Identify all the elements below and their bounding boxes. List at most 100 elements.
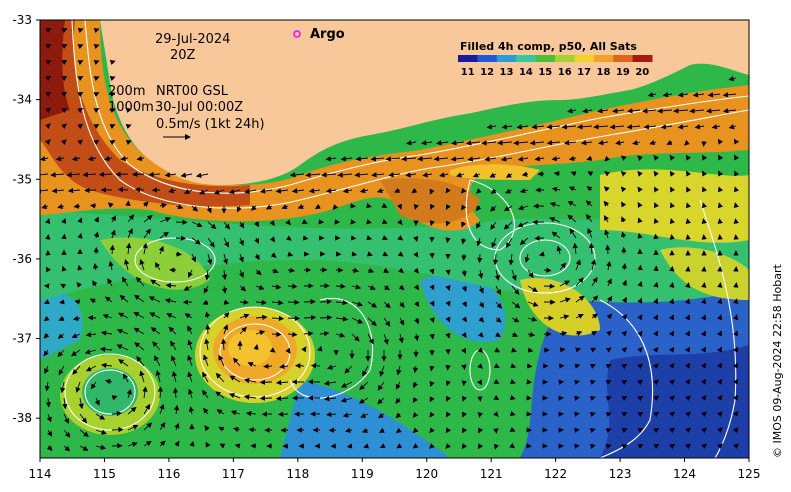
current-arrow [505,172,513,178]
current-arrow [490,188,497,194]
current-arrow [43,349,49,357]
current-arrow [107,202,114,208]
current-arrow [716,378,723,385]
current-arrow [686,170,692,177]
current-arrow [495,317,502,323]
current-arrow [669,218,675,225]
current-arrow [63,445,71,452]
current-arrow [716,362,723,369]
current-arrow [45,218,51,225]
current-arrow [620,170,627,177]
current-arrow [187,371,193,383]
current-arrow [511,285,520,295]
current-arrow [319,330,330,337]
current-arrow [412,412,419,418]
current-arrow [379,443,386,449]
current-arrow [395,397,401,404]
current-arrow [451,140,465,146]
legend-swatch [535,55,556,62]
current-arrow [668,346,675,353]
current-arrow [411,187,418,194]
current-arrow [701,154,708,161]
current-arrow [700,330,706,337]
current-arrow [366,219,372,225]
current-arrow [63,429,71,438]
current-arrow [700,362,707,369]
datetime-line2: 20Z [170,48,196,63]
current-arrow [549,201,561,208]
current-arrow [475,188,482,194]
current-arrow [159,422,166,431]
legend-swatch [593,55,614,62]
current-arrow [653,395,660,402]
current-arrow [569,228,577,239]
current-arrow [589,363,596,369]
current-arrow [677,124,689,130]
current-arrow [700,378,707,385]
current-arrow [509,426,516,432]
current-arrow [133,327,145,335]
current-arrow [670,186,676,193]
current-arrow [238,269,244,279]
current-arrow [586,155,593,161]
current-arrow [204,269,211,281]
current-arrow [429,411,435,418]
current-arrow [605,363,612,369]
current-arrow [50,172,65,178]
current-arrow [301,346,307,353]
y-tick-label: -34 [12,93,32,107]
current-arrow [275,379,289,386]
y-axis: -33 -34 -35 -36 -37 -38 [12,13,40,425]
current-arrow [461,395,467,402]
current-arrow [517,221,529,228]
current-arrow [509,395,516,401]
current-arrow [168,188,177,194]
current-arrow [191,205,198,212]
current-arrow [395,427,402,434]
current-arrow [521,171,529,177]
current-arrow [117,186,129,193]
current-arrow [195,172,209,178]
current-arrow [559,330,568,337]
current-arrow [239,299,249,305]
current-arrow [591,330,598,336]
current-arrow [436,140,449,146]
current-arrow [701,427,707,434]
current-arrow [621,379,628,386]
current-arrow [652,314,658,321]
current-arrow [116,344,129,351]
current-arrow [413,203,419,210]
current-arrow [551,186,561,192]
current-arrow [733,202,739,209]
current-arrow [551,231,561,239]
current-arrow [170,340,177,351]
current-arrow [587,171,594,177]
current-arrow [637,411,644,418]
current-arrow [363,443,370,449]
current-arrow [116,328,129,335]
current-arrow [77,264,83,271]
current-arrow [668,314,674,321]
current-arrow [245,410,257,417]
current-arrow [125,123,132,130]
current-arrow [461,221,467,228]
current-arrow [477,253,483,264]
current-arrow [351,284,362,290]
current-arrow [668,363,675,369]
current-arrow [609,124,625,130]
current-arrow [553,171,561,177]
current-arrow [109,108,116,114]
current-arrow [493,428,499,434]
current-arrow [202,299,209,305]
current-arrow [43,315,50,322]
current-arrow [684,298,691,305]
current-arrow [188,269,193,278]
current-arrow [574,395,580,401]
current-arrow [367,333,374,345]
current-arrow [490,221,497,230]
current-arrow [323,396,337,402]
current-arrow [549,217,561,223]
current-arrow [465,140,481,146]
current-arrow [77,139,84,146]
